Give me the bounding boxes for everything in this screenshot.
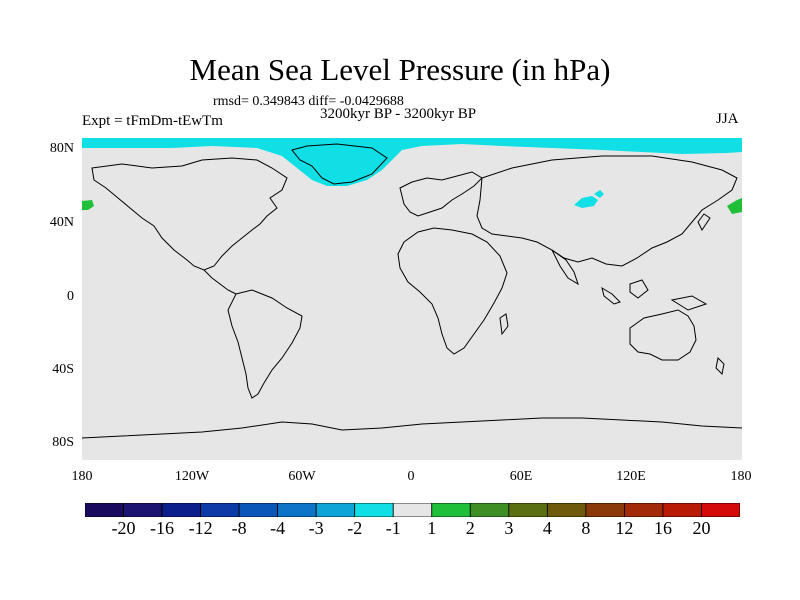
lat-label-80s: 80S bbox=[52, 435, 74, 450]
negative-anomaly-region-arctic bbox=[82, 138, 742, 186]
colorbar bbox=[85, 503, 740, 517]
colorbar-label-0: -20 bbox=[111, 518, 136, 538]
colorbar-box-12 bbox=[546, 503, 587, 517]
colorbar-label-13: 12 bbox=[615, 518, 634, 538]
negative-anomaly-region-siberia-2 bbox=[594, 190, 604, 198]
coast-central-america bbox=[203, 269, 237, 295]
coast-antarctica bbox=[82, 417, 742, 439]
colorbar-box-6 bbox=[315, 503, 356, 517]
map-background bbox=[82, 138, 742, 460]
colorbar-box-10 bbox=[469, 503, 510, 517]
colorbar-box-14 bbox=[624, 503, 664, 517]
colorbar-box-11 bbox=[508, 503, 548, 517]
coast-japan bbox=[697, 213, 711, 231]
negative-anomaly-region-siberia bbox=[574, 196, 598, 208]
colorbar-label-12: 8 bbox=[581, 518, 591, 538]
colorbar-label-7: -1 bbox=[385, 518, 401, 538]
coast-new-zealand bbox=[715, 356, 725, 376]
plot-title: Mean Sea Level Pressure (in hPa) bbox=[189, 52, 611, 87]
coastlines bbox=[82, 143, 742, 439]
coast-south-america bbox=[227, 289, 303, 399]
colorbar-label-6: -2 bbox=[347, 518, 363, 538]
colorbar-box-0 bbox=[85, 503, 124, 517]
colorbar-label-5: -3 bbox=[308, 518, 324, 538]
colorbar-label-11: 4 bbox=[542, 518, 552, 538]
lon-label-180w: 180 bbox=[71, 469, 93, 484]
colorbar-box-15 bbox=[662, 503, 702, 517]
coast-europe bbox=[399, 171, 483, 217]
lat-label-40n: 40N bbox=[49, 215, 74, 230]
coast-madagascar bbox=[499, 313, 509, 336]
lat-label-0: 0 bbox=[67, 289, 74, 304]
colorbar-box-13 bbox=[585, 503, 625, 517]
experiment-label: Expt = tFmDm-tEwTm bbox=[82, 113, 223, 129]
stats-subtitle: rmsd= 0.349843 diff= -0.0429688 bbox=[213, 94, 404, 109]
colorbar-label-2: -12 bbox=[188, 518, 213, 538]
lon-label-120w: 120W bbox=[174, 469, 210, 484]
colorbar-box-2 bbox=[161, 503, 201, 517]
lat-label-80n: 80N bbox=[49, 141, 74, 156]
lat-label-40s: 40S bbox=[52, 362, 74, 377]
coast-north-america bbox=[91, 157, 288, 271]
lon-label-0: 0 bbox=[407, 469, 415, 484]
world-map bbox=[82, 138, 742, 460]
colorbar-label-3: -8 bbox=[231, 518, 247, 538]
lon-label-180e: 180 bbox=[730, 469, 752, 484]
colorbar-box-8 bbox=[392, 503, 433, 517]
lon-label-60w: 60W bbox=[288, 469, 316, 484]
colorbar-label-14: 16 bbox=[653, 518, 672, 538]
colorbar-box-3 bbox=[200, 503, 240, 517]
colorbar-box-9 bbox=[431, 503, 471, 517]
colorbar-label-10: 3 bbox=[504, 518, 514, 538]
colorbar-box-7 bbox=[354, 503, 394, 517]
lon-label-120e: 120E bbox=[616, 469, 646, 484]
coast-sumatra bbox=[601, 286, 621, 305]
coast-new-guinea bbox=[670, 295, 708, 311]
coast-india bbox=[551, 249, 579, 286]
positive-anomaly-region-east bbox=[727, 198, 742, 214]
coast-borneo bbox=[629, 279, 649, 299]
colorbar-label-4: -4 bbox=[270, 518, 286, 538]
colorbar-label-15: 20 bbox=[692, 518, 711, 538]
colorbar-box-1 bbox=[123, 503, 163, 517]
colorbar-label-9: 2 bbox=[465, 518, 475, 538]
colorbar-label-1: -16 bbox=[150, 518, 175, 538]
coast-australia bbox=[629, 309, 697, 361]
season-label: JJA bbox=[716, 111, 739, 127]
coast-greenland bbox=[291, 143, 388, 185]
positive-anomaly-region-west bbox=[82, 200, 94, 210]
colorbar-box-5 bbox=[277, 503, 317, 517]
coast-asia bbox=[476, 155, 738, 267]
period-subtitle: 3200kyr BP - 3200kyr BP bbox=[320, 106, 477, 122]
coast-africa bbox=[397, 227, 508, 355]
colorbar-box-4 bbox=[238, 503, 279, 517]
colorbar-box-16 bbox=[701, 503, 740, 517]
colorbar-label-8: 1 bbox=[427, 518, 437, 538]
lon-label-60e: 60E bbox=[509, 469, 533, 484]
